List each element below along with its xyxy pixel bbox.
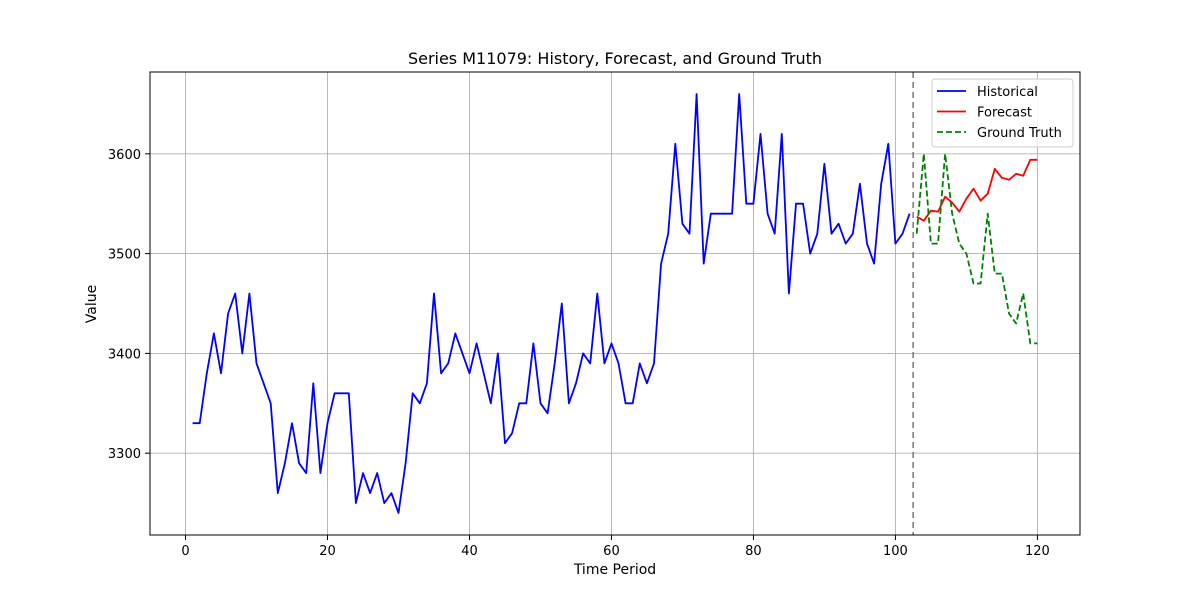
historical-line: [192, 93, 911, 514]
x-tick-label: 120: [1025, 544, 1050, 559]
legend: Historical Forecast Ground Truth: [931, 78, 1074, 148]
x-tick-label: 60: [603, 544, 620, 559]
y-tick-label: 3400: [108, 347, 141, 362]
chart-title: Series M11079: History, Forecast, and Gr…: [408, 49, 822, 68]
legend-label-historical: Historical: [977, 85, 1038, 100]
y-tick-label: 3600: [108, 148, 141, 163]
grid-lines: [150, 72, 1080, 535]
x-tick-label: 20: [319, 544, 336, 559]
y-tick-label: 3300: [108, 447, 141, 462]
x-tick-label: 40: [461, 544, 478, 559]
legend-label-ground-truth: Ground Truth: [977, 126, 1062, 141]
plot-frame: [149, 71, 1081, 536]
ground-truth-line: [915, 152, 1038, 345]
x-tick-label: 80: [745, 544, 762, 559]
x-axis-ticks: 0 20 40 60 80 100 120: [181, 535, 1050, 559]
legend-box: [931, 78, 1074, 148]
y-axis-ticks: 3300 3400 3500 3600: [108, 148, 150, 462]
y-axis-label: Value: [84, 285, 100, 323]
legend-label-forecast: Forecast: [977, 106, 1032, 121]
x-tick-label: 100: [883, 544, 908, 559]
x-tick-label: 0: [181, 544, 189, 559]
series-lines: [192, 93, 1038, 514]
forecast-line: [916, 158, 1038, 222]
x-axis-label: Time Period: [573, 562, 656, 578]
y-tick-label: 3500: [108, 248, 141, 263]
